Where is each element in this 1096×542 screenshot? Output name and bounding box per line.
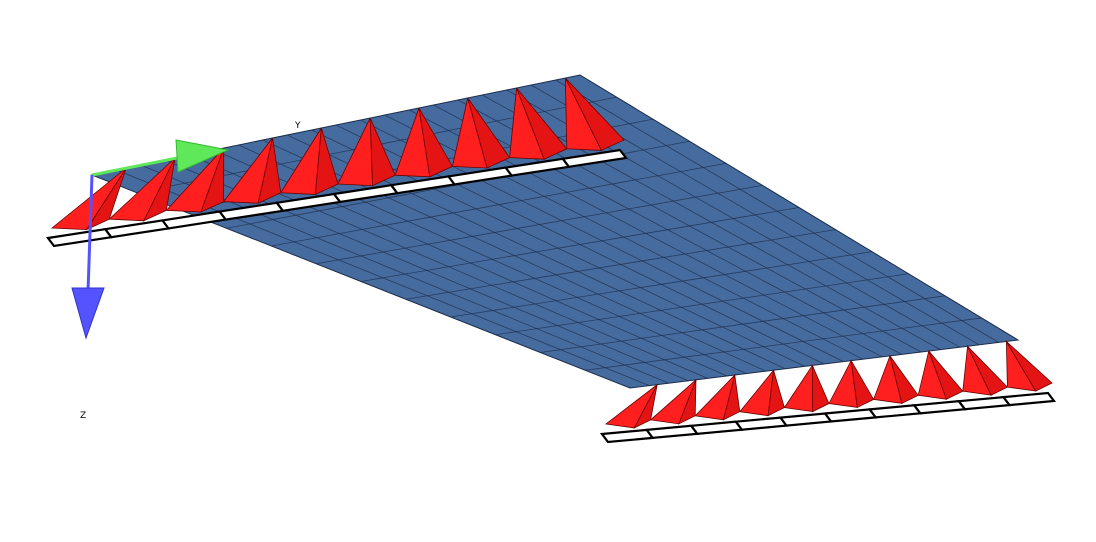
mesh-line bbox=[405, 229, 836, 300]
support-face bbox=[928, 350, 964, 400]
support-face bbox=[142, 157, 176, 222]
support-base bbox=[733, 416, 789, 431]
z-axis-label: Z bbox=[80, 411, 87, 421]
mesh-line bbox=[316, 185, 763, 265]
support-face bbox=[739, 368, 775, 417]
support-face bbox=[257, 137, 282, 204]
support-pyramid bbox=[332, 117, 400, 204]
support-base bbox=[956, 395, 1012, 411]
mesh-line bbox=[540, 295, 946, 353]
mesh-line bbox=[271, 162, 727, 247]
support-base bbox=[599, 428, 655, 444]
support-face bbox=[783, 364, 814, 413]
support-base bbox=[867, 404, 923, 419]
support-face bbox=[565, 77, 625, 151]
support-pyramid bbox=[274, 127, 342, 212]
support-pyramid bbox=[1001, 339, 1057, 407]
support-face bbox=[678, 379, 697, 425]
support-pyramid bbox=[446, 97, 514, 186]
support-base bbox=[1001, 391, 1057, 407]
support-base bbox=[822, 408, 878, 423]
y-axis-shaft bbox=[91, 155, 183, 177]
mesh-line bbox=[360, 207, 800, 282]
support-pyramid bbox=[46, 167, 127, 248]
support-pyramid bbox=[822, 359, 878, 423]
plate-surface bbox=[90, 74, 1020, 389]
support-face bbox=[314, 127, 339, 196]
support-base bbox=[103, 219, 171, 239]
z-axis-arrowhead bbox=[71, 287, 105, 340]
support-pyramid bbox=[560, 77, 628, 168]
support-base bbox=[644, 424, 700, 440]
support-pyramid bbox=[103, 157, 176, 239]
support-base bbox=[46, 228, 114, 248]
support-face bbox=[850, 360, 875, 409]
support-pyramid bbox=[733, 368, 789, 431]
plate-mesh bbox=[90, 74, 1020, 389]
support-face bbox=[85, 167, 127, 231]
support-base bbox=[912, 400, 967, 415]
support-face bbox=[418, 107, 453, 178]
support-symbols bbox=[46, 77, 1057, 444]
support-base bbox=[778, 412, 834, 427]
support-face bbox=[516, 87, 568, 160]
support-pyramid bbox=[689, 373, 744, 435]
mesh-line bbox=[450, 251, 873, 318]
support-face bbox=[967, 345, 1009, 396]
support-pyramid bbox=[389, 107, 457, 195]
y-axis-arrowhead bbox=[175, 139, 230, 173]
support-pyramid bbox=[956, 344, 1012, 411]
z-axis-shaft bbox=[86, 174, 94, 293]
support-face bbox=[811, 365, 830, 413]
support-face bbox=[1006, 341, 1053, 392]
mesh-line bbox=[495, 273, 909, 336]
support-face bbox=[467, 97, 511, 169]
support-base bbox=[689, 420, 744, 435]
support-face bbox=[767, 370, 785, 417]
support-face bbox=[889, 355, 919, 404]
mesh-line bbox=[585, 317, 982, 371]
support-pyramid bbox=[644, 379, 700, 440]
support-face bbox=[200, 147, 225, 213]
axis-triad bbox=[71, 139, 230, 340]
support-pyramid bbox=[778, 364, 834, 427]
support-pyramid bbox=[160, 147, 228, 230]
support-face bbox=[633, 384, 658, 429]
support-pyramid bbox=[912, 349, 967, 415]
support-face bbox=[369, 117, 396, 187]
y-axis-label: Y bbox=[295, 121, 301, 131]
support-face bbox=[722, 374, 741, 421]
support-pyramid bbox=[599, 384, 658, 444]
support-pyramid bbox=[867, 354, 923, 419]
